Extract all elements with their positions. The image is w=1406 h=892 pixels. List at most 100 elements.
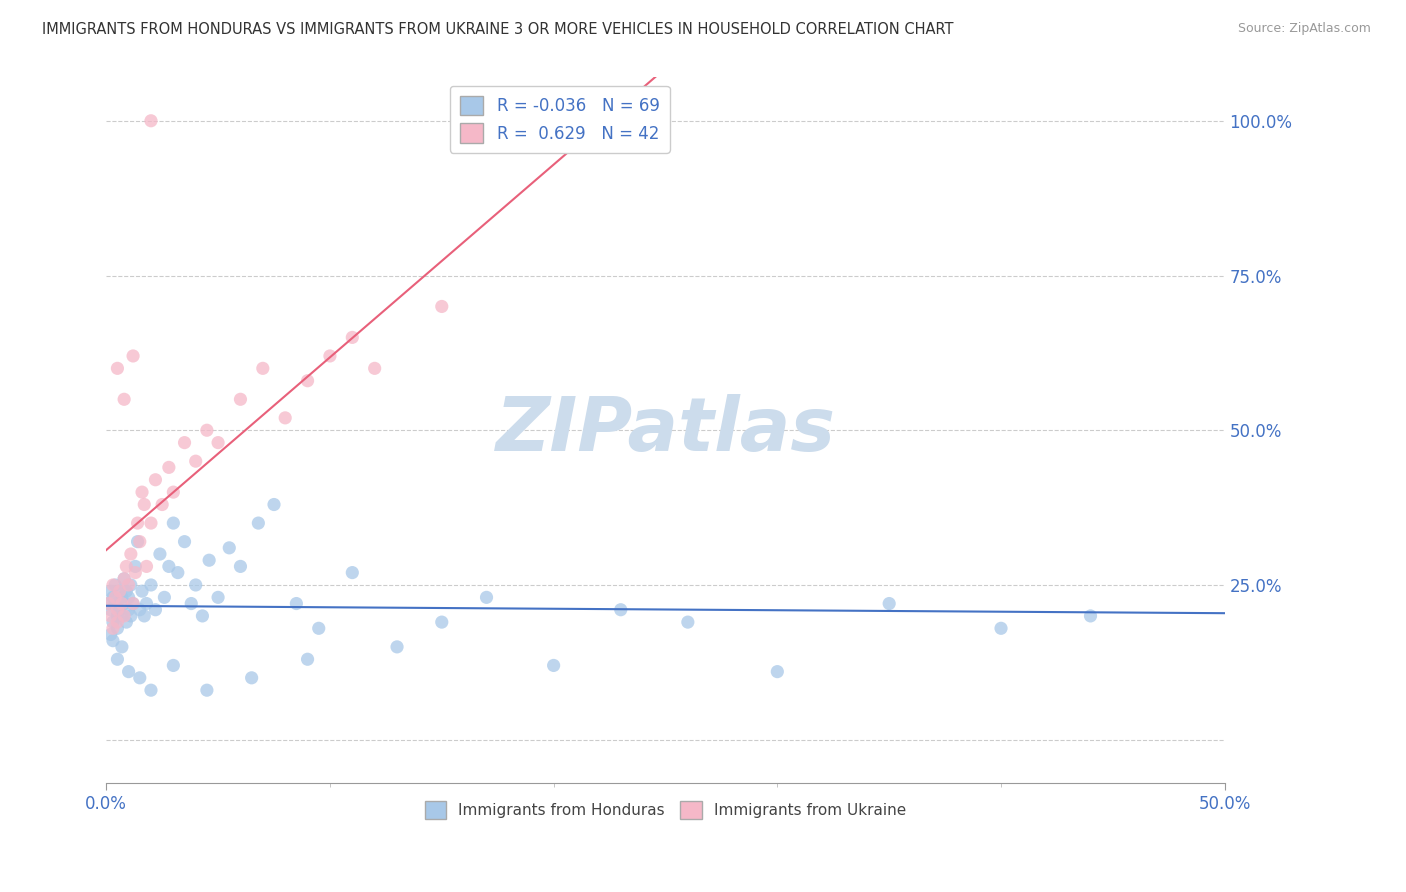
Point <box>100 603 122 617</box>
Point <box>297 374 319 388</box>
Point <box>111 597 134 611</box>
Point <box>112 392 135 407</box>
Point <box>342 330 364 344</box>
Point <box>609 603 631 617</box>
Point <box>247 516 270 530</box>
Point <box>173 435 195 450</box>
Point <box>127 516 149 530</box>
Point <box>218 541 240 555</box>
Point <box>990 621 1012 635</box>
Point <box>475 591 498 605</box>
Point <box>111 591 134 605</box>
Point <box>153 591 176 605</box>
Point <box>124 559 146 574</box>
Legend: Immigrants from Honduras, Immigrants from Ukraine: Immigrants from Honduras, Immigrants fro… <box>419 795 912 825</box>
Point <box>191 608 214 623</box>
Point <box>363 361 385 376</box>
Point <box>274 410 297 425</box>
Point <box>101 633 124 648</box>
Point <box>108 603 131 617</box>
Point <box>297 652 319 666</box>
Text: Source: ZipAtlas.com: Source: ZipAtlas.com <box>1237 22 1371 36</box>
Point <box>252 361 274 376</box>
Point <box>104 591 127 605</box>
Point <box>117 578 139 592</box>
Point <box>543 658 565 673</box>
Point <box>162 485 184 500</box>
Point <box>229 392 252 407</box>
Point <box>115 615 138 629</box>
Point <box>101 621 124 635</box>
Text: ZIPatlas: ZIPatlas <box>495 393 835 467</box>
Point <box>100 608 122 623</box>
Point <box>198 553 221 567</box>
Point <box>117 603 139 617</box>
Point <box>149 547 172 561</box>
Point <box>134 608 156 623</box>
Point <box>122 597 145 611</box>
Point <box>104 578 127 592</box>
Point <box>139 516 162 530</box>
Point <box>127 534 149 549</box>
Point <box>145 603 167 617</box>
Point <box>877 597 900 611</box>
Point <box>157 559 180 574</box>
Point <box>120 547 142 561</box>
Point <box>263 498 285 512</box>
Point <box>128 603 150 617</box>
Point <box>122 597 145 611</box>
Point <box>117 591 139 605</box>
Point <box>385 640 408 654</box>
Point <box>100 584 122 599</box>
Point <box>112 597 135 611</box>
Point <box>184 578 207 592</box>
Point <box>240 671 263 685</box>
Point <box>115 559 138 574</box>
Point <box>342 566 364 580</box>
Point <box>100 627 122 641</box>
Point <box>107 361 129 376</box>
Point <box>229 559 252 574</box>
Point <box>108 584 131 599</box>
Point <box>430 615 453 629</box>
Point <box>108 584 131 599</box>
Point <box>115 584 138 599</box>
Point <box>173 534 195 549</box>
Point <box>157 460 180 475</box>
Point <box>117 665 139 679</box>
Point <box>128 534 150 549</box>
Point <box>107 615 129 629</box>
Point <box>107 652 129 666</box>
Point <box>184 454 207 468</box>
Point <box>139 683 162 698</box>
Point <box>101 591 124 605</box>
Point <box>139 113 162 128</box>
Point <box>101 615 124 629</box>
Point <box>120 608 142 623</box>
Point <box>285 597 308 611</box>
Point <box>111 608 134 623</box>
Point <box>195 423 218 437</box>
Point <box>107 621 129 635</box>
Point <box>139 578 162 592</box>
Point <box>207 591 229 605</box>
Point <box>97 597 120 611</box>
Point <box>112 572 135 586</box>
Point <box>162 516 184 530</box>
Point <box>97 597 120 611</box>
Point <box>162 658 184 673</box>
Point <box>122 349 145 363</box>
Point <box>145 473 167 487</box>
Point <box>112 572 135 586</box>
Text: IMMIGRANTS FROM HONDURAS VS IMMIGRANTS FROM UKRAINE 3 OR MORE VEHICLES IN HOUSEH: IMMIGRANTS FROM HONDURAS VS IMMIGRANTS F… <box>42 22 953 37</box>
Point <box>180 597 202 611</box>
Point <box>1080 608 1102 623</box>
Point <box>124 566 146 580</box>
Point <box>135 597 157 611</box>
Point <box>131 584 153 599</box>
Point <box>195 683 218 698</box>
Point <box>101 578 124 592</box>
Point <box>135 559 157 574</box>
Point <box>207 435 229 450</box>
Point <box>107 603 129 617</box>
